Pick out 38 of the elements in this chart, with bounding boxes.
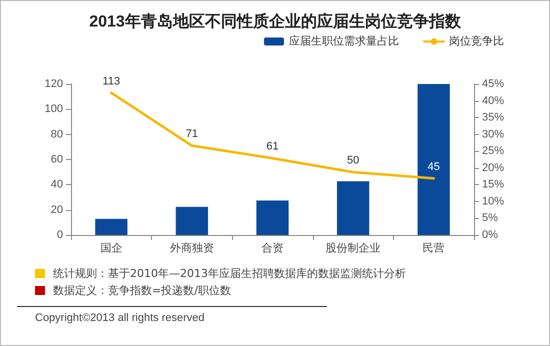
data-label: 50 [346,154,360,167]
y2-tick-label: 40% [482,94,504,107]
y-tick-label: 120 [44,78,63,90]
y-tick-label: 0 [56,229,63,241]
y2-tick-label: 25% [482,145,504,158]
y2-tick-label: 0% [482,229,498,241]
y-tick-label: 40 [50,178,63,191]
y2-tick-label: 30% [482,128,504,140]
bar [336,181,370,235]
text: 数据定义：竞争指数=投递数/职位数 [53,283,231,298]
data-label: 113 [102,75,120,88]
y-tick-label: 100 [44,103,63,116]
x-tick-label: 外商独资 [170,242,214,254]
bar [95,218,128,235]
y2-tick-label: 10% [482,195,504,208]
y-tick-label: 60 [50,154,63,166]
y-tick-label: 80 [50,128,63,140]
data-label: 61 [266,140,279,153]
bar [418,84,450,235]
text: Copyright©2013 all rights reserved [35,312,205,324]
x-tick-label: 股份制企业 [326,242,381,254]
y2-tick-label: 45% [482,78,504,90]
y2-tick-label: 5% [482,212,498,224]
legend-label: 岗位竞争比 [449,34,504,48]
legend-label: 应届生职位需求量占比 [289,34,399,48]
y2-tick-label: 35% [482,112,504,124]
chart-title: 2013年青岛地区不同性质企业的应届生岗位竞争指数 [89,12,462,30]
x-tick-label: 民营 [422,242,445,254]
y-tick-label: 20 [50,204,63,216]
data-label: 45 [428,160,440,173]
bar [256,200,289,235]
bar [176,206,208,235]
y2-tick-label: 20% [482,162,504,174]
data-label: 71 [186,128,198,140]
x-tick-label: 国企 [100,242,122,254]
text: 统计规则：基于2010年—2013年应届生招聘数据库的数据监测统计分析 [53,266,406,281]
y2-tick-label: 15% [482,178,504,191]
x-tick-label: 合资 [262,242,284,254]
